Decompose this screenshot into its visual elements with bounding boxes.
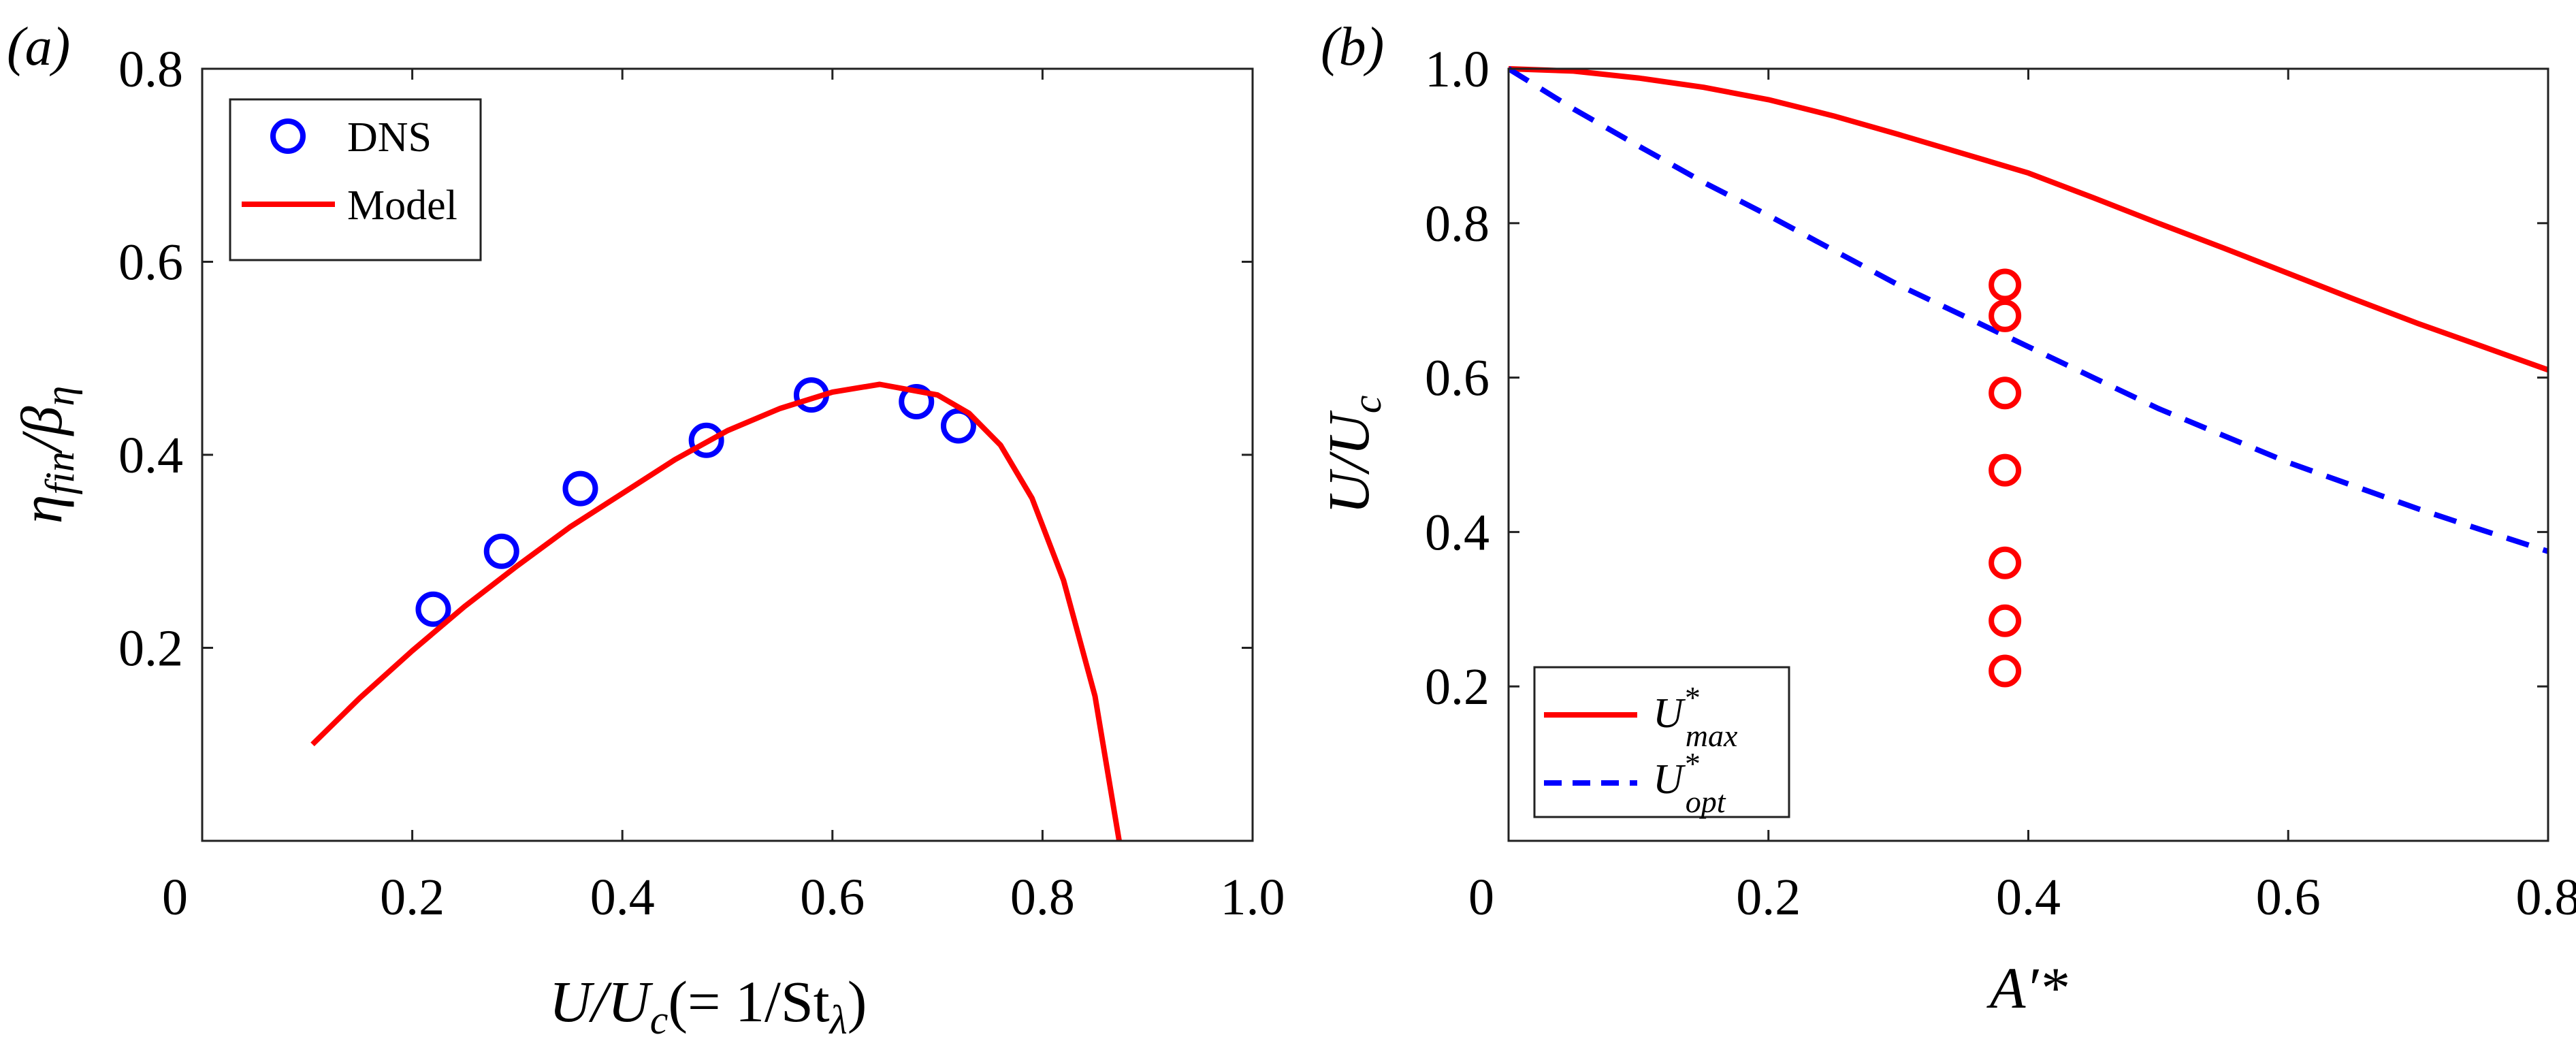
y-tick-label: 0.6 [1425, 350, 1490, 407]
y-tick-label: 1.0 [1425, 41, 1490, 98]
x-tick-label: 0.6 [800, 869, 865, 926]
legend-b: U* max U* opt [1533, 666, 1790, 819]
axes-a-box [201, 67, 1254, 842]
panel-a-label: (a) [7, 17, 70, 77]
legend-model-label: Model [347, 182, 457, 229]
panel-a: (a) 0 0.2 0.4 0.6 0.8 1.0 0.2 0.4 0.6 0.8 DNS Mod… [7, 17, 1285, 1041]
series-line-umax [1509, 66, 2548, 373]
data-point-marker [1989, 268, 2022, 302]
x-axis-label-b: A′* [1986, 955, 2067, 1021]
data-point-marker [562, 470, 598, 507]
x-tick-label: 0 [162, 869, 188, 926]
data-point-marker [688, 422, 724, 458]
legend-dns-label: DNS [347, 114, 432, 161]
x-tick-label: 1.0 [1221, 869, 1285, 926]
legend-b-box [1533, 666, 1790, 818]
data-point-marker [1989, 453, 2022, 487]
data-point-marker [1989, 377, 2022, 410]
x-tick-label: 0.8 [2516, 869, 2576, 926]
data-point-marker [415, 591, 451, 627]
legend-dns-marker [270, 118, 306, 154]
panel-b: (b) 0 0.2 0.4 0.6 0.8 0.2 0.4 0.6 0.8 1.0 U* max U… [1316, 17, 2576, 1021]
data-point-marker [1989, 546, 2022, 579]
legend-uopt-label: U* opt [1653, 746, 1726, 819]
legend-umax-label: U* max [1653, 680, 1738, 753]
x-tick-label: 0 [1468, 869, 1494, 926]
y-axis-label-b: U/Uc [1316, 396, 1389, 515]
y-tick-label: 0.4 [118, 427, 183, 484]
x-axis-label-a: U/Uc(= 1/Stλ) [549, 969, 867, 1041]
y-tick-label: 0.2 [1425, 658, 1490, 716]
legend-a: DNS Model [229, 98, 482, 261]
series-line-uopt [1509, 66, 2548, 554]
x-tick-label: 0.4 [590, 869, 655, 926]
x-tick-label: 0.2 [380, 869, 445, 926]
axes-b-box [1507, 67, 2549, 842]
data-point-marker [899, 384, 935, 420]
y-tick-label: 0.6 [118, 234, 183, 291]
x-tick-label: 0.8 [1010, 869, 1075, 926]
data-point-marker [940, 408, 976, 444]
x-tick-label: 0.2 [1736, 869, 1801, 926]
series-line-model [310, 381, 1122, 841]
y-tick-label: 0.8 [118, 41, 183, 98]
legend-a-box [229, 98, 482, 261]
y-axis-label-a: ηfin/βη [9, 386, 82, 524]
data-point-marker [483, 533, 519, 569]
x-tick-label: 0.4 [1996, 869, 2061, 926]
data-point-marker [1989, 299, 2022, 332]
x-tick-label: 0.6 [2256, 869, 2321, 926]
y-tick-label: 0.2 [118, 620, 183, 677]
y-tick-label: 0.4 [1425, 504, 1490, 561]
panel-b-label: (b) [1321, 17, 1384, 77]
data-point-marker [1989, 604, 2022, 637]
y-tick-label: 0.8 [1425, 195, 1490, 253]
data-point-marker [1989, 654, 2022, 688]
